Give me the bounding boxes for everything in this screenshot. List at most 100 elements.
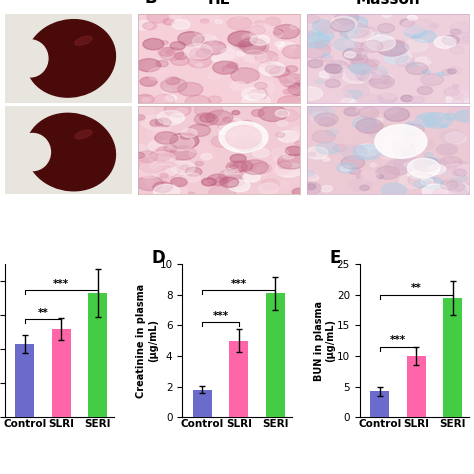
Circle shape (142, 173, 151, 178)
Circle shape (422, 70, 430, 74)
Circle shape (385, 160, 412, 175)
Circle shape (189, 146, 216, 161)
Circle shape (259, 183, 279, 194)
Circle shape (140, 77, 157, 86)
Text: **: ** (38, 308, 48, 318)
Circle shape (181, 165, 189, 170)
Circle shape (228, 180, 250, 192)
Circle shape (185, 167, 202, 176)
Circle shape (193, 23, 219, 36)
Circle shape (427, 164, 446, 174)
Circle shape (149, 95, 167, 105)
Circle shape (207, 37, 214, 42)
Circle shape (152, 162, 180, 177)
Circle shape (341, 144, 367, 158)
Circle shape (335, 11, 359, 24)
Circle shape (281, 84, 299, 94)
Circle shape (164, 145, 177, 152)
Circle shape (446, 92, 474, 108)
Circle shape (137, 164, 162, 178)
Circle shape (285, 146, 302, 155)
Circle shape (422, 177, 443, 189)
Circle shape (215, 20, 222, 24)
Circle shape (440, 156, 462, 169)
Circle shape (342, 68, 371, 83)
Circle shape (453, 99, 464, 104)
Circle shape (155, 118, 171, 127)
Circle shape (288, 73, 301, 81)
Circle shape (370, 163, 376, 167)
Circle shape (159, 175, 176, 184)
Circle shape (160, 47, 184, 60)
Circle shape (189, 147, 196, 151)
Circle shape (319, 71, 332, 78)
Circle shape (381, 74, 393, 81)
Circle shape (253, 96, 267, 104)
Circle shape (422, 184, 448, 198)
Circle shape (170, 146, 196, 160)
Circle shape (137, 59, 161, 72)
Circle shape (242, 88, 265, 100)
Circle shape (452, 92, 463, 98)
Circle shape (174, 53, 188, 60)
Circle shape (394, 152, 413, 162)
Circle shape (329, 72, 342, 79)
Circle shape (396, 57, 415, 67)
Circle shape (242, 34, 255, 41)
Circle shape (153, 182, 173, 192)
Circle shape (340, 98, 356, 107)
Circle shape (286, 147, 295, 152)
Circle shape (237, 175, 246, 181)
Circle shape (265, 17, 281, 26)
Circle shape (147, 11, 168, 23)
Circle shape (200, 114, 215, 122)
Circle shape (178, 32, 204, 46)
Circle shape (209, 186, 236, 201)
Circle shape (308, 152, 316, 157)
Circle shape (383, 13, 391, 18)
Circle shape (433, 188, 457, 201)
Circle shape (440, 124, 448, 128)
Circle shape (407, 166, 429, 179)
Circle shape (434, 36, 456, 48)
Circle shape (417, 86, 433, 95)
Circle shape (444, 113, 456, 120)
Circle shape (299, 156, 328, 172)
Circle shape (361, 30, 370, 36)
Circle shape (304, 171, 315, 176)
Circle shape (337, 163, 356, 173)
Circle shape (402, 119, 426, 132)
Circle shape (161, 78, 187, 92)
Circle shape (338, 66, 346, 71)
Circle shape (405, 39, 428, 52)
Circle shape (366, 124, 390, 137)
Circle shape (175, 180, 186, 185)
Circle shape (291, 127, 307, 135)
Circle shape (316, 142, 338, 154)
Circle shape (259, 62, 285, 76)
Circle shape (152, 112, 180, 127)
Circle shape (450, 85, 474, 99)
Circle shape (452, 55, 474, 68)
Circle shape (267, 30, 283, 38)
Circle shape (401, 148, 416, 155)
Circle shape (285, 66, 298, 73)
Circle shape (383, 158, 405, 170)
Circle shape (237, 140, 258, 152)
Circle shape (279, 77, 295, 85)
Text: ***: *** (390, 335, 406, 346)
Circle shape (166, 135, 194, 151)
Ellipse shape (75, 130, 92, 139)
Circle shape (329, 147, 341, 154)
Circle shape (346, 68, 369, 80)
Circle shape (441, 146, 456, 154)
Circle shape (237, 52, 245, 56)
Circle shape (326, 129, 338, 136)
Circle shape (455, 110, 474, 122)
Circle shape (187, 141, 210, 153)
Circle shape (438, 172, 455, 180)
Circle shape (382, 183, 407, 197)
Circle shape (163, 18, 174, 25)
Circle shape (255, 58, 270, 66)
Circle shape (234, 135, 258, 148)
